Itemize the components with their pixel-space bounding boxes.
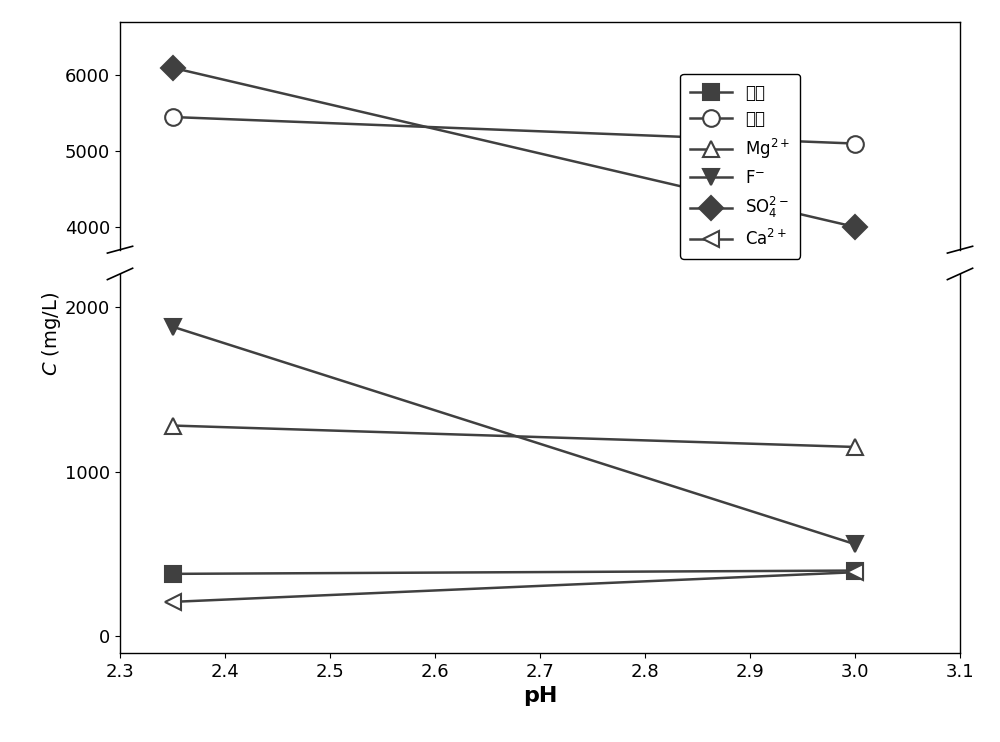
Legend: 氨氮, 总磷, Mg$^{2+}$, F$^{-}$, SO$_4^{2-}$, Ca$^{2+}$: 氨氮, 总磷, Mg$^{2+}$, F$^{-}$, SO$_4^{2-}$,… [680, 73, 800, 259]
Text: $\it{C}$ (mg/L): $\it{C}$ (mg/L) [40, 292, 63, 376]
X-axis label: pH: pH [523, 686, 557, 706]
